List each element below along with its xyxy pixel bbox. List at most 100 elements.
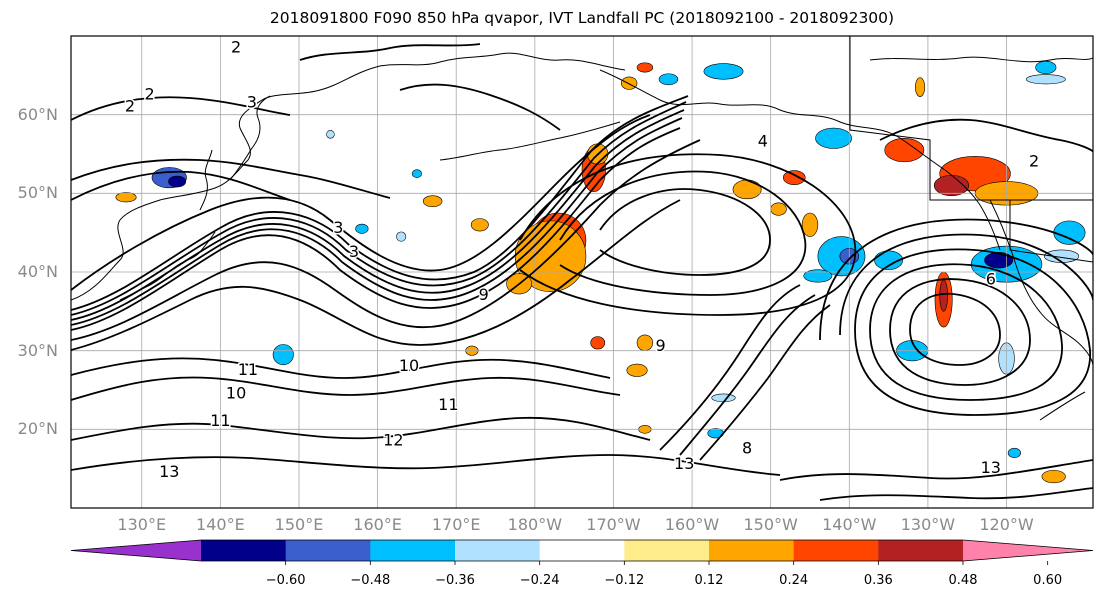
arctic-coast — [869, 56, 1093, 63]
sakhalin-coast — [199, 149, 213, 211]
longitude-label: 140°E — [196, 515, 245, 534]
alaska-coastline — [599, 69, 1001, 251]
contour-label: 6 — [986, 269, 996, 288]
longitude-label: 170°W — [586, 515, 641, 534]
contour-label: 11 — [238, 360, 258, 379]
longitude-label: 140°W — [822, 515, 877, 534]
anomaly-region — [884, 137, 925, 163]
longitude-label: 130°W — [900, 515, 956, 534]
anomaly-region — [590, 336, 606, 350]
anomaly-region — [636, 334, 654, 351]
anomaly-region — [1053, 220, 1086, 245]
contour-label: 3 — [333, 218, 343, 237]
contour-label: 2 — [231, 37, 241, 56]
anomaly-region — [658, 73, 679, 86]
anomaly-region — [915, 77, 926, 97]
colorbar-tick-label: −0.60 — [265, 573, 306, 588]
anomaly-region — [168, 175, 187, 188]
anomaly-region — [1025, 74, 1066, 85]
colorbar-segment — [539, 540, 625, 561]
anomaly-region — [732, 179, 762, 200]
anomaly-region — [782, 170, 806, 185]
longitude-label: 160°E — [353, 515, 402, 534]
qvapor-contours — [71, 43, 1093, 501]
latitude-label: 20°N — [17, 419, 58, 439]
anomaly-region — [626, 363, 648, 377]
colorbar-segment — [793, 540, 879, 561]
anomaly-region — [801, 212, 819, 237]
anomaly-region — [1043, 249, 1080, 263]
longitude-label: 120°W — [979, 515, 1034, 534]
anomaly-region — [1007, 447, 1021, 458]
contour-label: 3 — [349, 242, 359, 261]
longitude-label: 170°E — [431, 515, 481, 534]
canada-border — [849, 36, 1093, 201]
colorbar-segment — [624, 540, 710, 561]
colorbar-segment — [285, 540, 371, 561]
colorbar-segment — [201, 540, 287, 561]
anomaly-region — [422, 195, 443, 208]
anomaly-region — [411, 169, 422, 178]
anomaly-region — [815, 127, 852, 149]
contour-label: 10 — [399, 356, 419, 375]
colorbar-tick-label: −0.24 — [519, 573, 560, 588]
anomaly-region — [115, 192, 137, 203]
colorbar-tick-label: 0.60 — [1033, 573, 1063, 588]
contour-label: 2 — [145, 85, 155, 104]
contour-label: 9 — [479, 285, 489, 304]
anomaly-region — [803, 269, 833, 283]
contour-label: 10 — [226, 383, 246, 402]
contour-label: 12 — [383, 431, 403, 450]
anomaly-region — [621, 76, 638, 90]
anomaly-region — [703, 63, 744, 80]
anomaly-region — [939, 279, 948, 312]
us-border — [1009, 200, 1093, 263]
anomaly-region — [355, 223, 369, 234]
aleutian-chain — [439, 121, 621, 161]
colorbar-segment — [455, 540, 541, 561]
colorbar-tick-label: −0.12 — [604, 573, 645, 588]
latitude-label: 60°N — [17, 104, 58, 124]
latitude-label: 40°N — [17, 262, 58, 281]
colorbar-tick-label: 0.36 — [863, 573, 893, 588]
colorbar-segment — [878, 540, 964, 561]
colorbar-extend-high — [963, 540, 1093, 561]
asia-coastline — [71, 52, 626, 301]
latitude-label: 30°N — [17, 340, 58, 360]
latitude-label: 50°N — [17, 183, 58, 203]
colorbar-outline — [70, 539, 1094, 562]
colorbar-tick-label: 0.24 — [779, 573, 809, 588]
anomaly-region — [326, 130, 335, 139]
contour-label: 2 — [125, 96, 135, 115]
longitude-label: 150°W — [743, 515, 798, 534]
anomaly-region — [470, 218, 489, 232]
colorbar-tick-label: −0.36 — [435, 573, 475, 588]
contour-label: 2 — [1029, 151, 1039, 170]
longitude-label: 150°E — [274, 515, 324, 534]
anomaly-region — [1041, 469, 1066, 484]
contour-label: 4 — [758, 132, 768, 151]
anomaly-region — [770, 202, 787, 216]
contour-label: 13 — [981, 458, 1001, 477]
colorbar-segment — [370, 540, 456, 561]
contour-label: 11 — [438, 395, 458, 414]
anomaly-region — [396, 231, 407, 242]
colorbar — [70, 539, 1094, 565]
anomaly-region — [984, 252, 1014, 269]
map-frame — [70, 35, 1094, 509]
longitude-label: 160°W — [664, 515, 720, 534]
contour-label: 3 — [247, 92, 257, 111]
contour-label: 13 — [674, 454, 694, 473]
contour-label: 11 — [210, 411, 230, 430]
colorbar-tick-label: 0.12 — [694, 573, 724, 588]
contour-label: 9 — [656, 336, 666, 355]
longitude-label: 130°E — [117, 515, 167, 534]
colorbar-tick-label: −0.48 — [350, 573, 391, 588]
longitude-label: 180°W — [507, 515, 563, 534]
figure-title: 2018091800 F090 850 hPa qvapor, IVT Land… — [269, 9, 895, 27]
colorbar-extend-low — [71, 540, 201, 561]
anomaly-region — [1035, 60, 1057, 75]
contour-label: 13 — [159, 462, 179, 481]
